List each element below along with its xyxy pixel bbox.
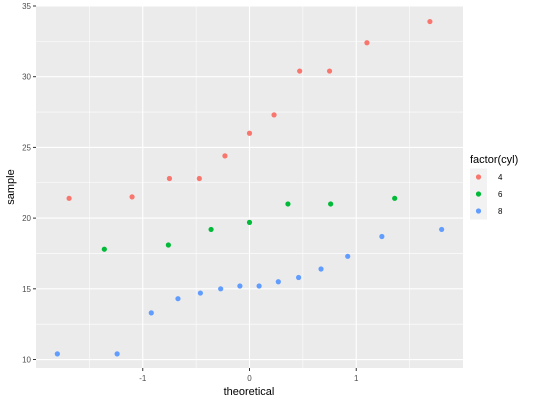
legend-key-cyl-8: [475, 208, 482, 214]
x-tick-label: -1: [139, 374, 147, 383]
data-point-cyl-6: [285, 201, 291, 207]
data-point-cyl-4: [427, 18, 433, 25]
data-point-cyl-6: [165, 242, 171, 248]
y-tick-label: 10: [22, 356, 31, 365]
legend-label-cyl-6: 6: [498, 190, 503, 199]
data-point-cyl-8: [256, 283, 262, 289]
y-axis: 10 15 20 25 30 35: [22, 2, 36, 365]
y-tick-label: 30: [22, 73, 31, 82]
data-point-cyl-8: [275, 279, 281, 285]
data-point-cyl-8: [439, 226, 445, 233]
legend-key-cyl-6: [475, 191, 482, 197]
data-point-cyl-4: [66, 195, 72, 201]
legend-key-cyl-4: [475, 174, 482, 180]
legend-label-cyl-8: 8: [498, 207, 503, 216]
data-point-cyl-6: [392, 195, 398, 201]
data-points: [54, 18, 445, 357]
y-tick-label: 35: [22, 2, 31, 11]
data-point-cyl-8: [114, 351, 120, 357]
data-point-cyl-8: [218, 286, 224, 292]
data-point-cyl-4: [129, 194, 135, 200]
y-tick-label: 20: [22, 214, 31, 223]
data-point-cyl-8: [148, 310, 154, 316]
data-point-cyl-4: [222, 153, 228, 159]
x-axis-title: theoretical: [224, 386, 275, 398]
x-axis: -1 0 1: [139, 368, 359, 383]
data-point-cyl-6: [101, 246, 107, 252]
data-point-cyl-4: [326, 68, 333, 74]
data-point-cyl-4: [246, 130, 253, 136]
legend-items: 4 6 8: [470, 168, 503, 220]
data-point-cyl-8: [379, 233, 385, 240]
legend-label-cyl-4: 4: [498, 173, 503, 182]
major-gridlines: [36, 5, 463, 368]
data-point-cyl-4: [271, 112, 277, 118]
legend: factor(cyl) 4 6 8: [470, 154, 518, 220]
data-point-cyl-4: [166, 175, 173, 182]
data-point-cyl-8: [197, 290, 203, 296]
y-tick-label: 25: [22, 143, 31, 152]
data-point-cyl-6: [208, 226, 214, 233]
y-axis-title: sample: [5, 169, 17, 204]
data-point-cyl-8: [296, 274, 302, 281]
legend-title: factor(cyl): [470, 154, 518, 166]
data-point-cyl-8: [54, 351, 60, 357]
y-tick-label: 15: [22, 285, 31, 294]
data-point-cyl-8: [175, 296, 181, 302]
data-point-cyl-8: [345, 253, 351, 259]
data-point-cyl-4: [364, 40, 370, 46]
data-point-cyl-8: [318, 266, 324, 272]
x-tick-label: 0: [247, 374, 252, 383]
data-point-cyl-4: [297, 68, 303, 74]
data-point-cyl-4: [196, 175, 202, 182]
x-tick-label: 1: [354, 374, 359, 383]
data-point-cyl-6: [328, 201, 334, 207]
data-point-cyl-8: [237, 283, 243, 289]
data-point-cyl-6: [246, 219, 253, 225]
